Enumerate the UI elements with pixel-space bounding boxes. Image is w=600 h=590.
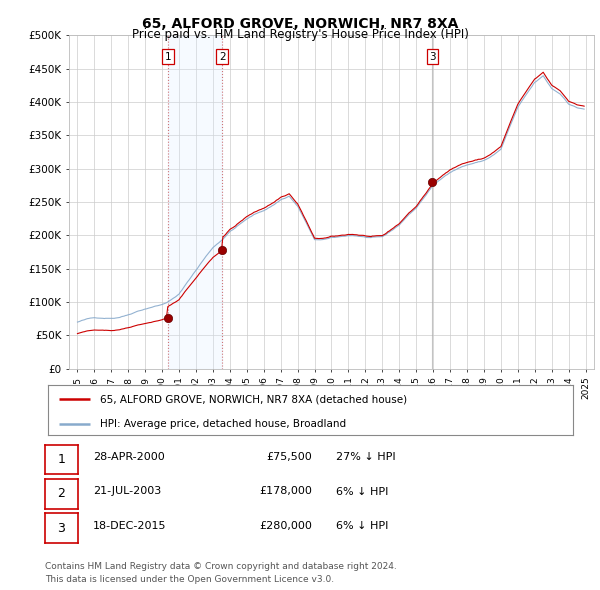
Text: HPI: Average price, detached house, Broadland: HPI: Average price, detached house, Broa… (101, 419, 347, 430)
Text: Price paid vs. HM Land Registry's House Price Index (HPI): Price paid vs. HM Land Registry's House … (131, 28, 469, 41)
Text: 1: 1 (58, 453, 65, 466)
Text: 65, ALFORD GROVE, NORWICH, NR7 8XA: 65, ALFORD GROVE, NORWICH, NR7 8XA (142, 17, 458, 31)
Text: 6% ↓ HPI: 6% ↓ HPI (336, 487, 388, 496)
Text: 2: 2 (219, 52, 226, 62)
Text: 2: 2 (58, 487, 65, 500)
Text: £75,500: £75,500 (266, 453, 312, 462)
Text: 21-JUL-2003: 21-JUL-2003 (93, 487, 161, 496)
Text: £280,000: £280,000 (259, 521, 312, 530)
Text: This data is licensed under the Open Government Licence v3.0.: This data is licensed under the Open Gov… (45, 575, 334, 584)
Text: 3: 3 (58, 522, 65, 535)
Text: 6% ↓ HPI: 6% ↓ HPI (336, 521, 388, 530)
Text: Contains HM Land Registry data © Crown copyright and database right 2024.: Contains HM Land Registry data © Crown c… (45, 562, 397, 571)
Text: 27% ↓ HPI: 27% ↓ HPI (336, 453, 395, 462)
Text: £178,000: £178,000 (259, 487, 312, 496)
Text: 65, ALFORD GROVE, NORWICH, NR7 8XA (detached house): 65, ALFORD GROVE, NORWICH, NR7 8XA (deta… (101, 394, 407, 404)
Text: 3: 3 (429, 52, 436, 62)
Text: 18-DEC-2015: 18-DEC-2015 (93, 521, 167, 530)
Bar (168, 35, 222, 369)
Text: 28-APR-2000: 28-APR-2000 (93, 453, 165, 462)
Text: 1: 1 (164, 52, 171, 62)
